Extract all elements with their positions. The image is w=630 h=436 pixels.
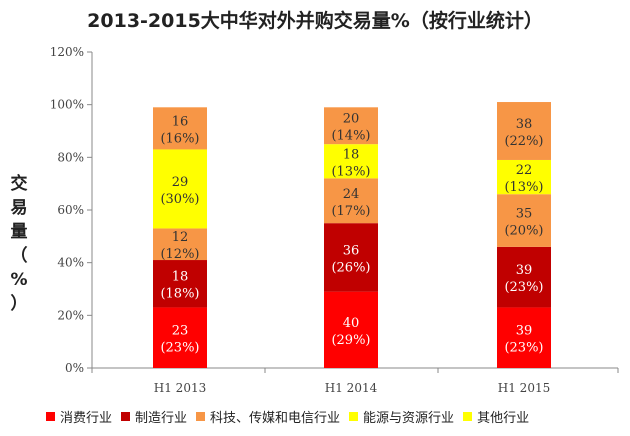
x-tick-label: H1 2015 (498, 381, 550, 395)
data-label-percent: (23%) (504, 341, 543, 356)
data-label: 23 (172, 324, 189, 339)
legend-item: 其他行业 (463, 407, 529, 426)
stacked-bar-chart: 0% 20% 40% 60% 80% 100% 120% H1 2013 H1 2014 H1 2… (50, 45, 619, 395)
data-label: 18 (172, 270, 189, 285)
data-label: 36 (343, 243, 360, 258)
data-label-percent: (23%) (160, 341, 199, 356)
data-label-percent: (22%) (504, 134, 543, 149)
bar-segment (153, 307, 207, 368)
data-label-percent: (23%) (504, 280, 543, 295)
data-label: 40 (343, 316, 360, 331)
bar-segment (497, 246, 551, 308)
x-tick-label: H1 2014 (325, 381, 378, 395)
data-label: 29 (172, 175, 189, 190)
x-tick-label: H1 2013 (154, 381, 206, 395)
chart-title: 2013-2015大中华对外并购交易量%（按行业统计） (87, 10, 543, 32)
data-label: 16 (172, 114, 189, 129)
bar-segment (153, 107, 207, 150)
legend-swatch (463, 411, 473, 421)
data-label-percent: (17%) (331, 204, 370, 219)
bar-segment (153, 260, 207, 308)
data-label-percent: (12%) (160, 247, 199, 262)
legend-swatch (196, 411, 206, 421)
data-label: 39 (516, 324, 533, 339)
legend-item: 能源与资源行业 (349, 407, 454, 426)
bar-segment (497, 307, 551, 368)
legend-swatch (46, 411, 55, 421)
data-label-percent: (14%) (331, 129, 370, 144)
data-label-percent: (29%) (331, 333, 370, 348)
legend-label: 能源与资源行业 (363, 410, 455, 426)
y-axis-label-char: % (10, 270, 28, 290)
legend-swatch (121, 411, 131, 421)
bar-segment (324, 144, 378, 179)
y-tick-label: 20% (57, 308, 84, 322)
legend-item: 制造行业 (121, 407, 187, 426)
y-tick-label: 80% (57, 150, 84, 164)
data-label-percent: (30%) (160, 192, 199, 207)
legend-item: 消费行业 (46, 407, 112, 426)
y-axis-label: 交易量 （% ） (8, 172, 30, 316)
data-label: 12 (172, 230, 189, 245)
bar-segment (324, 178, 378, 224)
data-label: 35 (516, 207, 533, 222)
legend-swatch (349, 411, 359, 421)
legend-label: 消费行业 (60, 410, 113, 426)
data-label: 22 (516, 163, 533, 178)
y-tick-label: 120% (50, 45, 84, 59)
data-label-percent: (13%) (504, 180, 543, 195)
data-label-percent: (16%) (160, 131, 199, 146)
data-label-percent: (13%) (331, 164, 370, 179)
bar-segment (153, 149, 207, 229)
data-label-percent: (26%) (331, 260, 370, 275)
y-axis-label-char: （ (10, 246, 28, 266)
legend-label: 其他行业 (477, 410, 530, 426)
legend-label: 制造行业 (135, 410, 188, 426)
y-tick-label: 60% (57, 203, 84, 217)
bar-segment (497, 194, 551, 247)
y-axis-label-char: 量 (10, 222, 28, 242)
data-label-percent: (18%) (160, 287, 199, 302)
data-label: 18 (343, 147, 360, 162)
legend-item: 科技、传媒和电信行业 (196, 407, 340, 426)
bar-segment (324, 107, 378, 145)
y-axis-label-char: ） (10, 294, 28, 314)
bar-segment (324, 291, 378, 368)
legend-label: 科技、传媒和电信行业 (210, 410, 341, 426)
y-axis-label-char: 交 (10, 174, 28, 194)
bar-segment (324, 223, 378, 292)
y-tick-label: 100% (50, 98, 84, 112)
y-tick-label: 0% (65, 361, 84, 375)
y-axis-label-char: 易 (10, 198, 28, 218)
y-tick-label: 40% (57, 256, 84, 270)
legend: 消费行业 制造行业 科技、传媒和电信行业 能源与资源行业 其他行业 (46, 402, 538, 430)
data-label: 20 (343, 112, 360, 127)
bar-segment (497, 102, 551, 160)
bar-segment (497, 159, 551, 195)
data-label: 39 (516, 263, 533, 278)
data-label: 38 (516, 117, 533, 132)
data-label: 24 (343, 187, 360, 202)
data-label-percent: (20%) (504, 224, 543, 239)
bar-segment (153, 228, 207, 261)
